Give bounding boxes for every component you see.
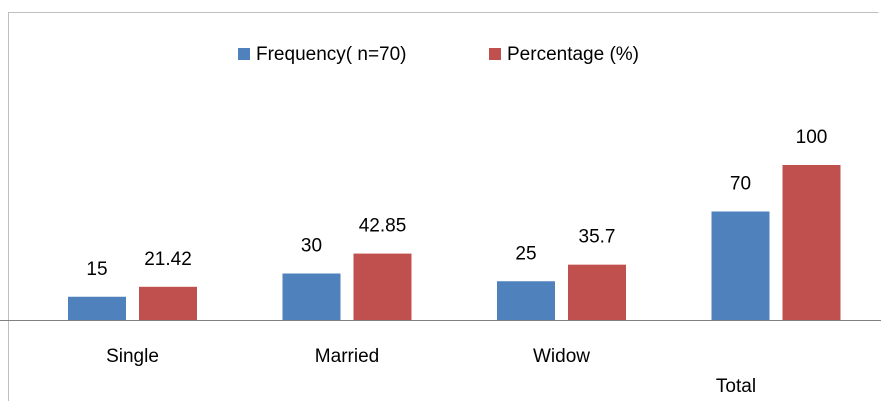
data-label: 25: [515, 243, 536, 264]
x-tick-label: Married: [315, 346, 379, 367]
data-label: 21.42: [144, 249, 192, 270]
bar: [782, 165, 841, 320]
legend-swatch: [489, 48, 501, 60]
bar: [568, 264, 626, 320]
data-label: 35.7: [579, 227, 616, 248]
bar: [497, 281, 555, 320]
bar: [282, 273, 341, 320]
bar: [139, 286, 197, 320]
bar: [68, 296, 126, 320]
x-tick-label: Widow: [533, 346, 590, 367]
legend-label: Percentage (%): [507, 44, 639, 65]
data-label: 70: [730, 174, 751, 195]
data-label: 30: [301, 236, 322, 257]
bar: [353, 253, 412, 320]
data-label: 15: [86, 259, 107, 280]
data-label: 42.85: [359, 216, 407, 237]
legend-label: Frequency( n=70): [256, 44, 407, 65]
data-label: 100: [796, 127, 828, 148]
legend-swatch: [238, 48, 250, 60]
chart-frame: [8, 12, 879, 401]
bar: [711, 211, 770, 320]
x-tick-label: Single: [106, 346, 159, 367]
x-tick-label: Total: [716, 376, 756, 397]
